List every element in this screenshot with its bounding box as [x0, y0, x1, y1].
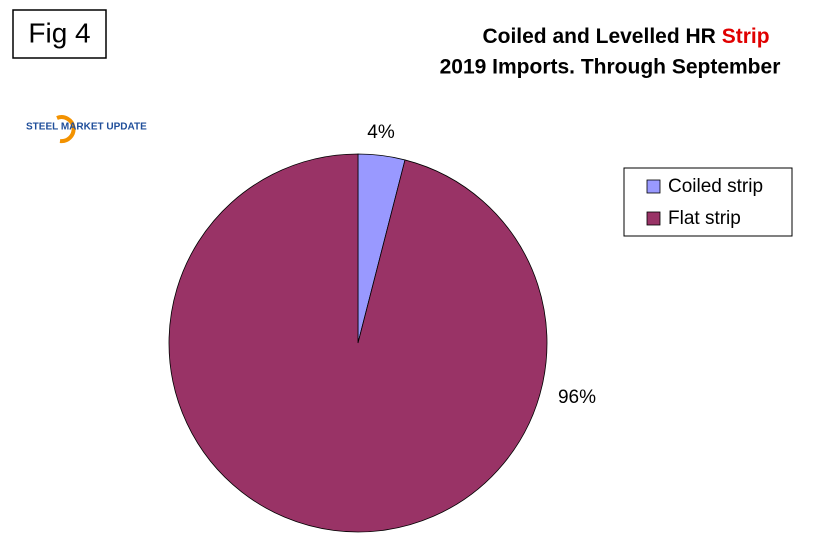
logo-swirl [56, 115, 76, 144]
legend: Coiled strip Flat strip [646, 176, 763, 229]
title-highlight: Strip [722, 25, 770, 48]
figure-label: Fig 4 [28, 17, 90, 48]
logo: STEEL MARKET UPDATE [26, 122, 147, 133]
legend-swatch [646, 211, 661, 226]
title-main: Coiled and Levelled HR [482, 25, 715, 48]
chart-title: Coiled and Levelled HR Strip [482, 25, 769, 48]
legend-swatch [646, 179, 661, 194]
data-label: 4% [367, 122, 395, 143]
pie-slice [168, 153, 548, 533]
pie: 4% 96% [168, 122, 596, 533]
legend-label: Flat strip [668, 208, 741, 229]
legend-label: Coiled strip [668, 176, 763, 197]
chart-subtitle: 2019 Imports. Through September [440, 56, 781, 79]
data-label: 96% [558, 387, 596, 408]
figure-label-box [12, 9, 107, 59]
